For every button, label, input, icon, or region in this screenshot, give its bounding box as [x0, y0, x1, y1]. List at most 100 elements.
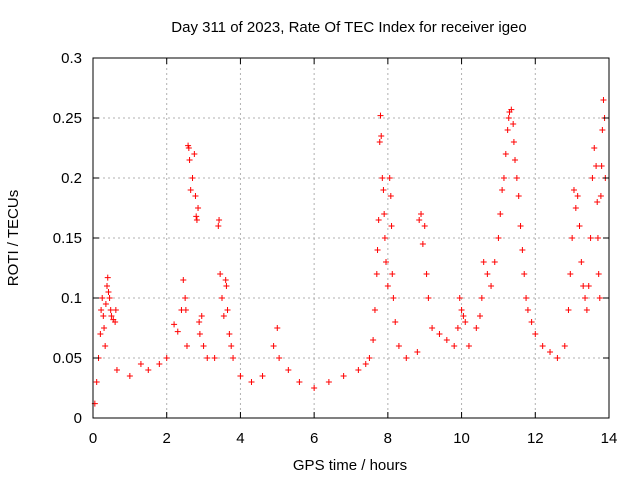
data-point [219, 295, 225, 301]
data-point [488, 283, 495, 289]
data-point [480, 259, 487, 265]
data-point [523, 295, 530, 301]
data-point [597, 193, 604, 199]
data-point [196, 319, 203, 325]
data-point [198, 313, 205, 319]
data-point [371, 307, 378, 313]
y-tick-label: 0 [74, 410, 82, 427]
data-point [217, 271, 224, 277]
data-point [414, 349, 421, 355]
data-point [204, 355, 211, 361]
data-point [491, 259, 498, 265]
data-point [340, 373, 347, 379]
data-point [589, 175, 596, 181]
data-point [216, 217, 223, 223]
data-point [107, 307, 114, 313]
data-point [484, 271, 491, 277]
data-point [380, 187, 387, 193]
y-tick-label: 0.15 [53, 230, 82, 247]
y-axis-title: ROTI / TECUs [5, 190, 22, 286]
data-point [104, 283, 111, 289]
data-point [386, 175, 393, 181]
y-tick-label: 0.05 [53, 350, 82, 367]
x-tick-label: 12 [527, 430, 544, 447]
data-point [554, 355, 561, 361]
data-point [451, 343, 458, 349]
data-point [576, 223, 583, 229]
data-point [565, 307, 572, 313]
data-point [102, 343, 109, 349]
data-point [366, 355, 373, 361]
data-point [274, 325, 281, 331]
chart-title: Day 311 of 2023, Rate Of TEC Index for r… [171, 19, 526, 36]
data-point [512, 157, 519, 163]
data-point [270, 343, 277, 349]
data-point [387, 193, 394, 199]
data-point [384, 283, 391, 289]
data-point [187, 187, 194, 193]
data-point [222, 277, 229, 283]
data-point [180, 277, 187, 283]
data-point [502, 151, 509, 157]
data-point [259, 373, 266, 379]
axis-ticks [92, 57, 610, 419]
data-point [513, 175, 520, 181]
data-point [192, 193, 199, 199]
x-axis-title: GPS time / hours [293, 457, 407, 474]
data-point [510, 121, 517, 127]
data-point [182, 307, 189, 313]
data-point [105, 289, 112, 295]
data-point [521, 271, 528, 277]
data-point [582, 295, 589, 301]
data-point [587, 235, 594, 241]
data-point [425, 295, 432, 301]
data-point [224, 307, 231, 313]
x-tick-label: 10 [453, 430, 470, 447]
data-point [458, 307, 465, 313]
data-point [193, 213, 200, 220]
data-point [163, 355, 170, 361]
data-point [156, 361, 163, 367]
x-tick-label: 2 [163, 430, 171, 447]
data-point [465, 343, 472, 349]
data-point [112, 319, 119, 325]
data-point [276, 355, 283, 361]
data-point [355, 367, 362, 373]
data-point [390, 295, 397, 301]
data-point [500, 175, 507, 181]
data-point [524, 307, 531, 313]
x-tick-labels: 0 2 4 6 8 10 12 14 [89, 430, 618, 447]
data-point [395, 343, 402, 349]
data-point [593, 163, 600, 169]
data-point [477, 313, 483, 319]
data-point [98, 307, 105, 313]
data-point [97, 331, 104, 337]
data-point [462, 319, 469, 325]
data-point [379, 175, 386, 181]
data-point [504, 127, 511, 133]
data-point [515, 193, 522, 199]
data-point [112, 307, 119, 313]
data-point [189, 175, 196, 181]
data-point [211, 355, 218, 361]
data-point [505, 115, 512, 121]
data-point [583, 307, 590, 313]
data-point [403, 355, 410, 361]
y-tick-label: 0.2 [61, 170, 82, 187]
x-tick-label: 0 [89, 430, 97, 447]
data-point [532, 331, 539, 337]
data-point [528, 319, 535, 325]
data-point [113, 367, 120, 373]
data-point [145, 367, 152, 373]
data-point [104, 274, 111, 281]
data-point [171, 321, 178, 328]
data-point [100, 313, 107, 319]
data-point [473, 325, 480, 331]
data-point [460, 313, 467, 319]
data-point [101, 325, 108, 331]
data-point [510, 139, 517, 145]
data-point [102, 301, 109, 307]
data-point [381, 235, 388, 241]
